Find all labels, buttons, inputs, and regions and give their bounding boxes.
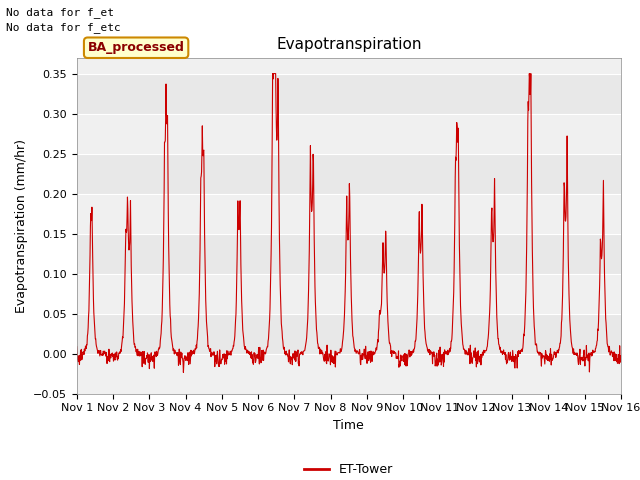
Bar [77, 34, 621, 73]
Y-axis label: Evapotranspiration (mm/hr): Evapotranspiration (mm/hr) [15, 139, 28, 312]
Title: Evapotranspiration: Evapotranspiration [276, 37, 422, 52]
Bar [77, 114, 621, 154]
Text: No data for f_et: No data for f_et [6, 7, 115, 18]
Bar [77, 274, 621, 313]
Text: BA_processed: BA_processed [88, 41, 184, 54]
X-axis label: Time: Time [333, 419, 364, 432]
Bar [77, 354, 621, 394]
Text: No data for f_etc: No data for f_etc [6, 22, 121, 33]
Bar [77, 193, 621, 234]
Legend: ET-Tower: ET-Tower [299, 458, 399, 480]
